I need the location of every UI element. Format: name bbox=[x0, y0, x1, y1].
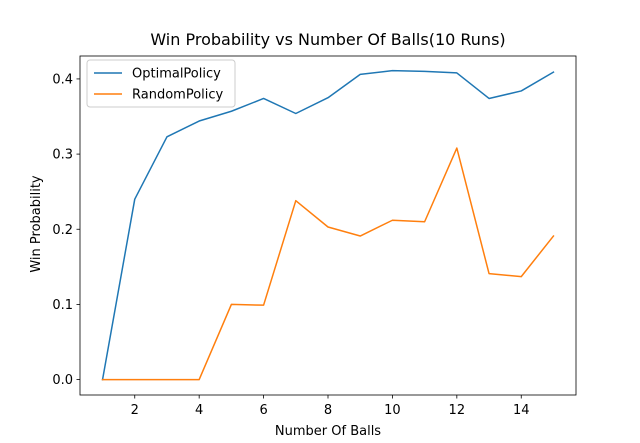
legend-label-1: RandomPolicy bbox=[132, 88, 224, 103]
y-tick-label-3: 0.3 bbox=[52, 148, 73, 163]
x-tick-label-0: 2 bbox=[131, 403, 139, 418]
x-tick-label-2: 6 bbox=[259, 403, 267, 418]
plot-area: 2 4 6 8 10 12 14 0.0 0.1 0.2 0.3 0.4 bbox=[52, 55, 577, 418]
x-tick-label-3: 8 bbox=[324, 403, 332, 418]
x-tick-label-6: 14 bbox=[513, 403, 530, 418]
series-line-0 bbox=[101, 69, 555, 381]
y-tick-label-0: 0.0 bbox=[52, 373, 73, 388]
x-tick-label-1: 4 bbox=[195, 403, 203, 418]
x-tick-label-4: 10 bbox=[384, 403, 401, 418]
y-tick-label-1: 0.1 bbox=[52, 298, 73, 313]
y-axis-label: Win Probability bbox=[29, 175, 44, 273]
chart-title: Win Probability vs Number Of Balls(10 Ru… bbox=[150, 30, 505, 49]
y-tick-label-2: 0.2 bbox=[52, 223, 73, 238]
legend-box bbox=[86, 59, 236, 108]
legend-label-0: OptimalPolicy bbox=[132, 67, 221, 82]
series-line-1 bbox=[101, 147, 555, 381]
x-axis-label: Number Of Balls bbox=[275, 424, 381, 439]
legend: OptimalPolicy RandomPolicy bbox=[86, 59, 236, 108]
y-tick-label-4: 0.4 bbox=[52, 72, 73, 87]
x-tick-label-5: 12 bbox=[449, 403, 466, 418]
